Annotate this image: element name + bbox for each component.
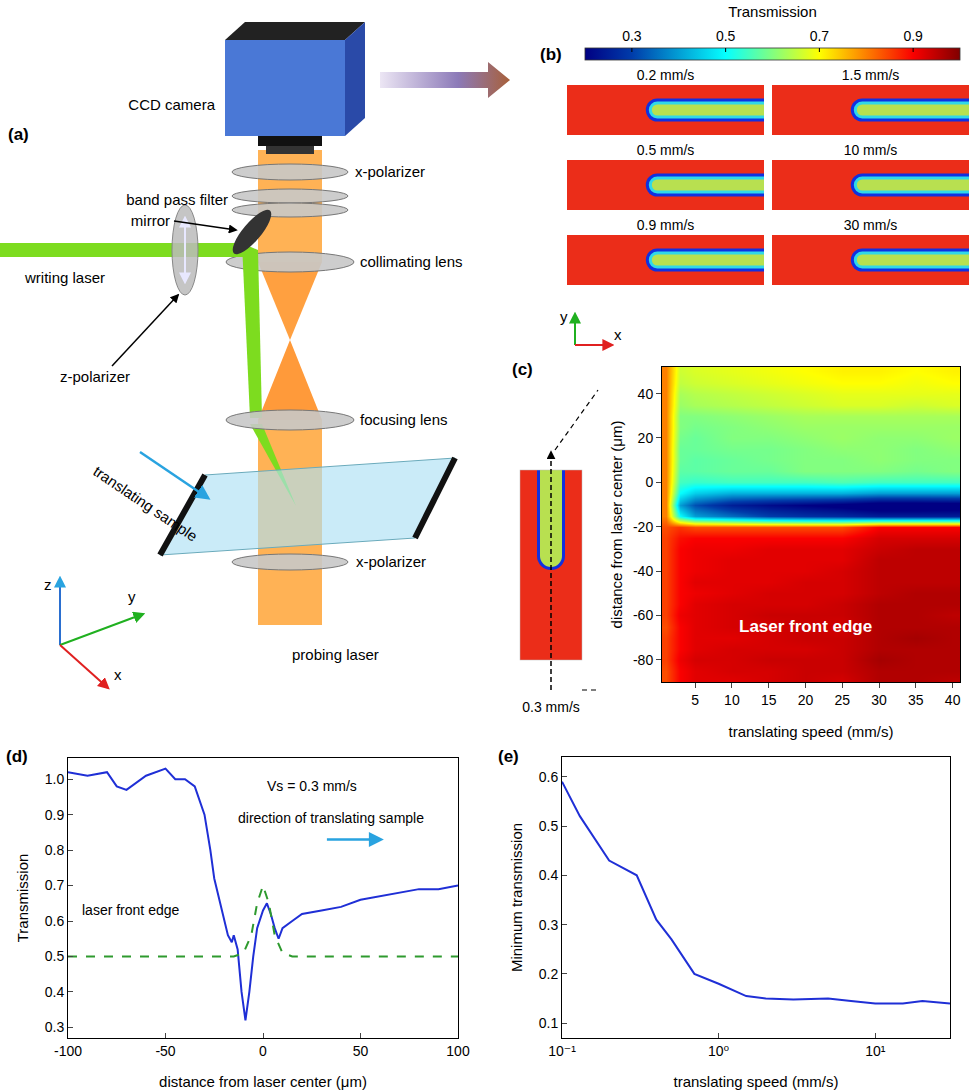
svg-text:35: 35 (908, 692, 924, 708)
svg-text:40: 40 (638, 386, 654, 402)
svg-text:10¹: 10¹ (865, 1043, 886, 1059)
svg-text:0.5: 0.5 (45, 948, 65, 964)
svg-text:0.2 mm/s: 0.2 mm/s (637, 67, 695, 83)
svg-text:translating speed (mm/s): translating speed (mm/s) (728, 723, 893, 740)
svg-text:0.6: 0.6 (539, 769, 559, 785)
svg-text:5: 5 (691, 692, 699, 708)
svg-text:0.3: 0.3 (45, 1019, 65, 1035)
svg-text:0.9 mm/s: 0.9 mm/s (637, 217, 695, 233)
svg-text:distance from laser center (μm: distance from laser center (μm) (159, 1073, 367, 1090)
svg-text:probing laser: probing laser (292, 646, 379, 663)
svg-text:(c): (c) (512, 360, 533, 379)
svg-text:0.2: 0.2 (539, 966, 559, 982)
svg-text:direction of translating sampl: direction of translating sample (238, 810, 424, 826)
svg-text:0.5: 0.5 (539, 818, 559, 834)
svg-text:10: 10 (724, 692, 740, 708)
svg-text:y: y (128, 588, 136, 605)
svg-text:-100: -100 (54, 1043, 82, 1059)
svg-text:Transmission: Transmission (728, 3, 817, 20)
svg-text:translating sample: translating sample (90, 462, 200, 544)
svg-text:0.4: 0.4 (45, 984, 65, 1000)
svg-text:x-polarizer: x-polarizer (355, 163, 425, 180)
svg-text:20: 20 (638, 430, 654, 446)
svg-text:(d): (d) (6, 747, 28, 766)
svg-text:0: 0 (645, 474, 653, 490)
svg-text:-60: -60 (633, 607, 653, 623)
svg-text:30 mm/s: 30 mm/s (844, 217, 898, 233)
svg-text:Vs = 0.3 mm/s: Vs = 0.3 mm/s (267, 778, 357, 794)
svg-text:distance from laser center (μm: distance from laser center (μm) (608, 421, 625, 629)
svg-text:laser front edge: laser front edge (82, 902, 179, 918)
svg-text:(a): (a) (8, 125, 29, 144)
svg-text:30: 30 (871, 692, 887, 708)
svg-text:0.9: 0.9 (903, 28, 923, 44)
svg-text:0.8: 0.8 (45, 842, 65, 858)
svg-text:band pass filter: band pass filter (126, 191, 228, 208)
svg-text:15: 15 (761, 692, 777, 708)
svg-text:0.1: 0.1 (539, 1015, 559, 1031)
svg-text:-50: -50 (155, 1043, 175, 1059)
svg-text:y: y (560, 308, 568, 325)
svg-text:10⁰: 10⁰ (708, 1043, 730, 1059)
svg-text:10 mm/s: 10 mm/s (844, 142, 898, 158)
svg-text:x-polarizer: x-polarizer (356, 553, 426, 570)
svg-text:0.3: 0.3 (539, 917, 559, 933)
svg-text:Transmission: Transmission (14, 854, 31, 943)
svg-text:0.7: 0.7 (45, 877, 65, 893)
svg-text:Minimum transmission: Minimum transmission (508, 823, 525, 972)
svg-text:25: 25 (834, 692, 850, 708)
svg-text:1.0: 1.0 (45, 771, 65, 787)
svg-text:x: x (114, 666, 122, 683)
svg-text:-20: -20 (633, 519, 653, 535)
svg-text:20: 20 (798, 692, 814, 708)
svg-text:CCD camera: CCD camera (128, 96, 215, 113)
svg-text:x: x (614, 326, 622, 343)
svg-text:mirror: mirror (131, 212, 170, 229)
svg-text:0.9: 0.9 (45, 807, 65, 823)
svg-text:0.4: 0.4 (539, 867, 559, 883)
svg-text:50: 50 (353, 1043, 369, 1059)
svg-text:40: 40 (945, 692, 961, 708)
svg-text:10⁻¹: 10⁻¹ (548, 1043, 576, 1059)
svg-text:collimating lens: collimating lens (360, 253, 463, 270)
svg-text:0.5 mm/s: 0.5 mm/s (637, 142, 695, 158)
svg-text:(b): (b) (540, 45, 562, 64)
svg-text:z: z (44, 576, 52, 593)
svg-text:0: 0 (259, 1043, 267, 1059)
svg-text:0.6: 0.6 (45, 913, 65, 929)
svg-text:z-polarizer: z-polarizer (60, 368, 130, 385)
svg-text:1.5 mm/s: 1.5 mm/s (842, 67, 900, 83)
svg-text:0.3: 0.3 (622, 28, 642, 44)
svg-text:translating speed (mm/s): translating speed (mm/s) (673, 1073, 838, 1090)
svg-text:100: 100 (446, 1043, 470, 1059)
svg-text:focusing lens: focusing lens (360, 411, 448, 428)
svg-text:-80: -80 (633, 652, 653, 668)
svg-text:(e): (e) (498, 747, 519, 766)
svg-text:0.7: 0.7 (810, 28, 830, 44)
svg-text:writing laser: writing laser (24, 269, 105, 286)
svg-text:0.3 mm/s: 0.3 mm/s (522, 699, 580, 715)
svg-text:Laser front edge: Laser front edge (739, 617, 872, 636)
svg-text:0.5: 0.5 (716, 28, 736, 44)
svg-text:-40: -40 (633, 563, 653, 579)
